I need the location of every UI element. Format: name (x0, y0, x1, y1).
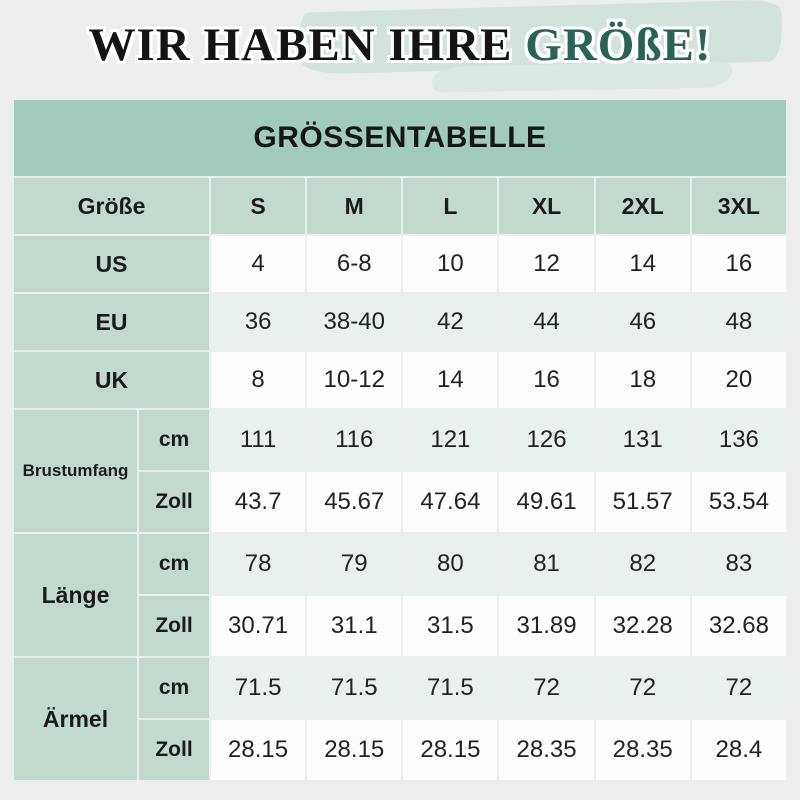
cell-value: 10 (403, 236, 498, 292)
cell-value: 46 (595, 294, 690, 350)
cell-value: 72 (691, 658, 786, 718)
unit-label-zoll: Zoll (139, 720, 209, 780)
unit-label-cm: cm (139, 410, 209, 470)
table-row-eu: EU 36 38-40 42 44 46 48 (14, 294, 786, 350)
cell-value: 48 (691, 294, 786, 350)
cell-value: 20 (691, 352, 786, 408)
table-row-länge-zoll: Zoll 30.71 31.1 31.5 31.89 32.28 32.68 (14, 596, 786, 656)
cell-value: 28.15 (307, 720, 402, 780)
unit-label-cm: cm (139, 658, 209, 718)
table-title: GRÖSSENTABELLE (14, 100, 786, 176)
table-row-ärmel-cm: Ärmel cm 71.5 71.5 71.5 72 72 72 (14, 658, 786, 780)
page-title-prefix: WIR HABEN IHRE (88, 19, 513, 71)
cell-value: 79 (307, 534, 402, 594)
cell-value: 31.1 (307, 596, 402, 656)
cell-value: 38-40 (307, 294, 402, 350)
cell-value: 71.5 (403, 658, 498, 718)
cell-value: 4 (211, 236, 306, 292)
column-header-size-3xl: 3XL (691, 178, 786, 234)
cell-value: 31.5 (403, 596, 498, 656)
cell-value: 8 (211, 352, 306, 408)
column-header-size-m: M (307, 178, 402, 234)
cell-value: 111 (211, 410, 306, 470)
table-row-brustumfang-zoll: Zoll 43.7 45.67 47.64 49.61 51.57 53.54 (14, 472, 786, 532)
cell-value: 28.35 (595, 720, 690, 780)
unit-label-cm: cm (139, 534, 209, 594)
cell-value: 116 (307, 410, 402, 470)
cell-value: 32.68 (691, 596, 786, 656)
cell-value: 82 (595, 534, 690, 594)
cell-value: 32.28 (595, 596, 690, 656)
row-label-ärmel: Ärmel (14, 658, 137, 780)
cell-value: 71.5 (211, 658, 306, 718)
table-row-us: US 4 6-8 10 12 14 16 (14, 236, 786, 292)
cell-value: 12 (499, 236, 594, 292)
cell-value: 16 (499, 352, 594, 408)
unit-label-zoll: Zoll (139, 596, 209, 656)
cell-value: 31.89 (499, 596, 594, 656)
cell-value: 71.5 (307, 658, 402, 718)
cell-value: 28.15 (211, 720, 306, 780)
cell-value: 14 (403, 352, 498, 408)
cell-value: 43.7 (211, 472, 306, 532)
cell-value: 53.54 (691, 472, 786, 532)
table-title-row: GRÖSSENTABELLE (14, 100, 786, 176)
column-header-size-xl: XL (499, 178, 594, 234)
page-title-highlight: GRÖßE! (525, 19, 712, 71)
column-header-size-s: S (211, 178, 306, 234)
cell-value: 45.67 (307, 472, 402, 532)
row-label-eu: EU (14, 294, 209, 350)
row-label-brustumfang: Brustumfang (14, 410, 137, 532)
column-header-size-l: L (403, 178, 498, 234)
cell-value: 44 (499, 294, 594, 350)
cell-value: 49.61 (499, 472, 594, 532)
cell-value: 10-12 (307, 352, 402, 408)
row-label-länge: Länge (14, 534, 137, 656)
cell-value: 18 (595, 352, 690, 408)
table-row-uk: UK 8 10-12 14 16 18 20 (14, 352, 786, 408)
cell-value: 72 (499, 658, 594, 718)
cell-value: 80 (403, 534, 498, 594)
size-table: GRÖSSENTABELLE Größe S M L XL 2XL 3XL US 4 6-8 10 12… (12, 98, 788, 782)
cell-value: 28.15 (403, 720, 498, 780)
cell-value: 36 (211, 294, 306, 350)
cell-value: 16 (691, 236, 786, 292)
cell-value: 126 (499, 410, 594, 470)
cell-value: 131 (595, 410, 690, 470)
column-header-size-2xl: 2XL (595, 178, 690, 234)
cell-value: 6-8 (307, 236, 402, 292)
page-title: WIR HABEN IHRE GRÖßE! (0, 0, 800, 72)
cell-value: 83 (691, 534, 786, 594)
table-row-länge-cm: Länge cm 78 79 80 81 82 83 (14, 534, 786, 656)
cell-value: 47.64 (403, 472, 498, 532)
cell-value: 136 (691, 410, 786, 470)
cell-value: 30.71 (211, 596, 306, 656)
cell-value: 28.4 (691, 720, 786, 780)
column-header-label: Größe (14, 178, 209, 234)
cell-value: 28.35 (499, 720, 594, 780)
table-row-ärmel-zoll: Zoll 28.15 28.15 28.15 28.35 28.35 28.4 (14, 720, 786, 780)
cell-value: 51.57 (595, 472, 690, 532)
cell-value: 42 (403, 294, 498, 350)
table-header-row: Größe S M L XL 2XL 3XL (14, 178, 786, 234)
headline-section: WIR HABEN IHRE GRÖßE! (0, 0, 800, 96)
cell-value: 81 (499, 534, 594, 594)
cell-value: 78 (211, 534, 306, 594)
table-row-brustumfang-cm: Brustumfang cm 111 116 121 126 131 136 (14, 410, 786, 532)
row-label-uk: UK (14, 352, 209, 408)
cell-value: 72 (595, 658, 690, 718)
unit-label-zoll: Zoll (139, 472, 209, 532)
row-label-us: US (14, 236, 209, 292)
cell-value: 121 (403, 410, 498, 470)
cell-value: 14 (595, 236, 690, 292)
